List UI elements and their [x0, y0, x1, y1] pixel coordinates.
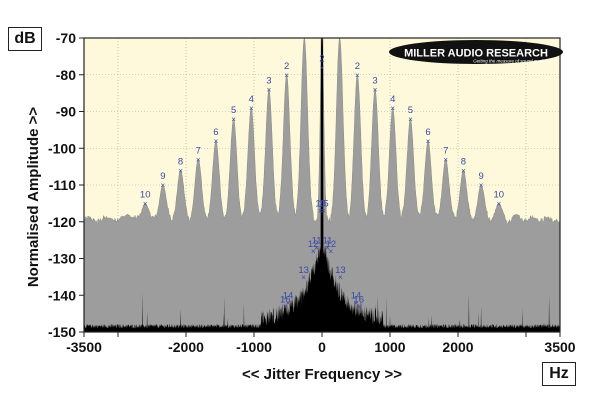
miller-audio-research-logo: MILLER AUDIO RESEARCH Getting the measur…	[389, 40, 563, 64]
peak-label: 9	[478, 171, 483, 182]
y-axis-ticks: -70 -80 -90 -100 -110 -120 -130 -140 -150	[48, 30, 84, 340]
black-peak-marker: ×	[356, 302, 361, 311]
black-peak-label: 13	[298, 265, 309, 276]
black-peak-marker: ×	[286, 299, 291, 308]
black-peak-label: 13	[335, 265, 346, 276]
x-unit-box: Hz	[542, 362, 576, 386]
black-peak-label: 15	[315, 199, 326, 210]
peak-marker: ×	[161, 181, 166, 190]
x-axis-label: << Jitter Frequency >>	[241, 366, 403, 383]
y-unit-box: dB	[8, 27, 42, 51]
peak-marker: ×	[249, 104, 254, 113]
peak-marker: ×	[320, 63, 325, 72]
peak-marker: ×	[426, 137, 431, 146]
peak-marker: ×	[214, 137, 219, 146]
peak-label: 2	[319, 53, 324, 64]
black-peak-marker: ×	[325, 243, 330, 252]
y-tick-label: -130	[48, 251, 76, 267]
x-tick-label: 1000	[374, 339, 405, 355]
black-peak-label: 12	[326, 239, 337, 250]
peak-labels: ×10×9×8 ×7×6×5 ×4×3×2 ×2×2×3×4×5×6×7×8×9×10	[140, 53, 504, 208]
x-tick-label: 0	[318, 339, 326, 355]
peak-marker: ×	[143, 199, 148, 208]
black-peak-marker: ×	[283, 302, 288, 311]
x-tick-label: -3500	[66, 339, 102, 355]
peak-label: 10	[140, 189, 151, 200]
peak-marker: ×	[443, 155, 448, 164]
peak-marker: ×	[390, 104, 395, 113]
peak-marker: ×	[373, 85, 378, 94]
y-tick-label: -110	[49, 177, 76, 193]
x-tick-label: 3500	[544, 339, 575, 355]
y-tick-label: -70	[56, 30, 76, 46]
peak-marker: ×	[479, 181, 484, 190]
peak-label: 7	[443, 145, 448, 156]
logo-tagline: Getting the measure of sound quality	[473, 59, 547, 64]
black-peak-label: 15	[318, 199, 329, 210]
black-peak-label: 11	[323, 235, 333, 246]
y-tick-label: -140	[48, 287, 76, 303]
peak-label: 2	[284, 61, 289, 72]
peak-label: 4	[390, 94, 395, 105]
peak-label: 6	[425, 127, 430, 138]
peak-marker: ×	[178, 166, 183, 175]
peak-label: 10	[494, 189, 505, 200]
peak-label: 8	[461, 156, 466, 167]
y-axis-label: Normalised Amplitude >>	[25, 106, 42, 288]
y-tick-label: -120	[48, 214, 76, 230]
black-peak-label: 16	[353, 294, 364, 305]
peak-label: 6	[213, 127, 218, 138]
peak-marker: ×	[461, 166, 466, 175]
y-tick-label: -100	[48, 140, 76, 156]
peak-label: 4	[249, 94, 254, 105]
black-peak-label: 14	[351, 291, 362, 302]
peak-marker: ×	[355, 71, 360, 80]
peak-label: 3	[266, 75, 271, 86]
logo-oval	[389, 40, 563, 64]
black-peak-label: 12	[308, 239, 319, 250]
peak-label: 9	[160, 171, 165, 182]
y-tick-label: -90	[56, 104, 76, 120]
black-peak-label: 11	[312, 235, 322, 246]
black-peak-marker: ×	[321, 207, 326, 216]
x-tick-label: -2000	[168, 339, 204, 355]
logo-text: MILLER AUDIO RESEARCH	[404, 48, 548, 60]
peak-marker: ×	[496, 199, 501, 208]
black-peak-marker: ×	[329, 247, 334, 256]
peak-marker: ×	[196, 155, 201, 164]
black-peak-marker: ×	[318, 207, 323, 216]
black-peak-label: 14	[283, 291, 294, 302]
black-peak-marker: ×	[314, 243, 319, 252]
black-peak-marker: ×	[301, 273, 306, 282]
x-tick-label: -1000	[236, 339, 272, 355]
black-peak-marker: ×	[311, 247, 316, 256]
black-spectrum-series	[84, 38, 560, 332]
peak-marker: ×	[267, 85, 272, 94]
y-tick-label: -150	[48, 324, 76, 340]
black-series-labels: ×11×12×13×14×15×16×11×12×13×14×15×16	[280, 199, 364, 312]
peak-label: 2	[355, 61, 360, 72]
peak-marker: ×	[408, 115, 413, 124]
peak-label: 3	[372, 75, 377, 86]
peak-marker: ×	[284, 71, 289, 80]
x-tick-label: 2000	[442, 339, 473, 355]
black-peak-marker: ×	[338, 273, 343, 282]
black-peak-label: 16	[280, 294, 291, 305]
black-peak-marker: ×	[354, 299, 359, 308]
peak-label: 5	[408, 105, 413, 116]
x-axis-ticks: -3500 -2000 -1000 0 1000 2000 3500	[66, 332, 576, 355]
peak-label: 5	[231, 105, 236, 116]
peak-label: 8	[178, 156, 183, 167]
peak-marker: ×	[231, 115, 236, 124]
y-tick-label: -80	[56, 67, 76, 83]
peak-label: 7	[196, 145, 201, 156]
